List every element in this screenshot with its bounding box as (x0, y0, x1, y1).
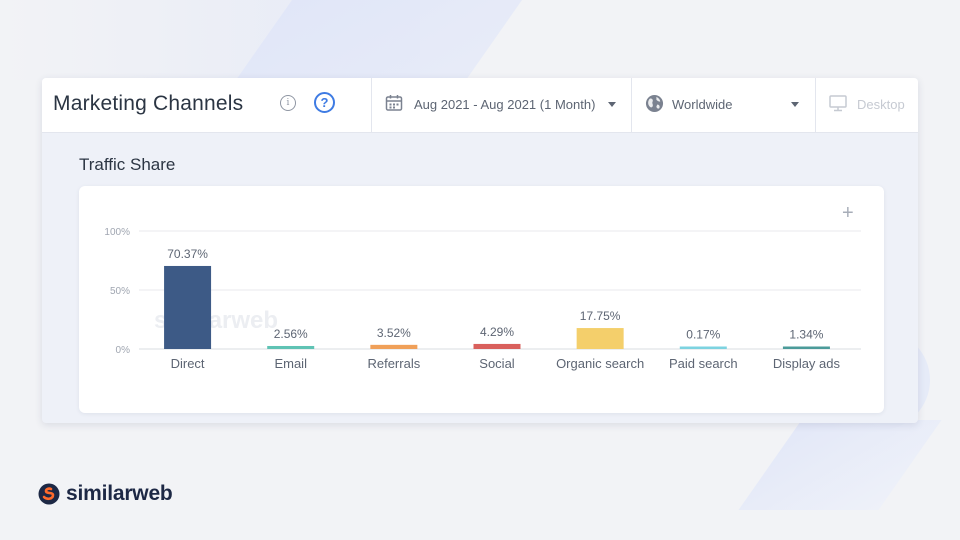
bar-paid-search (679, 346, 727, 349)
country-selector[interactable]: Worldwide (672, 97, 733, 112)
data-label: 3.52% (377, 326, 411, 340)
device-selector[interactable]: Desktop (857, 97, 905, 112)
data-label: 70.37% (167, 247, 208, 261)
bar-display-ads (782, 346, 830, 349)
bar-direct (164, 265, 212, 349)
data-label: 1.34% (789, 328, 823, 342)
x-tick-label: Direct (171, 356, 205, 371)
x-tick-label: Display ads (773, 356, 841, 371)
data-label: 2.56% (274, 327, 308, 341)
data-label: 17.75% (580, 309, 621, 323)
calendar-icon[interactable] (385, 94, 403, 112)
x-tick-label: Referrals (367, 356, 420, 371)
desktop-icon[interactable] (829, 95, 847, 112)
y-tick-label: 0% (116, 345, 131, 356)
bar-organic-search (576, 328, 624, 349)
chevron-down-icon[interactable] (608, 102, 616, 107)
header-divider (631, 78, 632, 132)
brand-logo: similarweb (38, 482, 173, 506)
y-tick-label: 100% (104, 227, 130, 238)
data-label: 0.17% (686, 328, 720, 342)
section-title: Traffic Share (79, 155, 176, 174)
globe-icon[interactable] (645, 94, 664, 113)
bar-referrals (370, 344, 418, 349)
page-title: Marketing Channels (53, 92, 244, 115)
marketing-channels-card: Marketing Channels i ? Aug 2021 - Aug 20… (42, 78, 918, 423)
y-tick-label: 50% (110, 286, 130, 297)
header-divider (371, 78, 372, 132)
date-range-selector[interactable]: Aug 2021 - Aug 2021 (1 Month) (414, 97, 596, 112)
chevron-down-icon[interactable] (791, 102, 799, 107)
bar-social (473, 343, 521, 349)
traffic-share-chart: + similarweb 100% 50% 0% 70.37% Direct 2.56% Em… (79, 186, 884, 413)
similarweb-logo-icon (38, 483, 60, 505)
x-tick-label: Organic search (556, 356, 644, 371)
info-icon[interactable]: i (280, 95, 296, 111)
card-header: Marketing Channels i ? Aug 2021 - Aug 20… (42, 78, 918, 133)
brand-name: similarweb (66, 482, 173, 505)
x-tick-label: Paid search (669, 356, 738, 371)
help-icon[interactable]: ? (314, 92, 335, 113)
x-tick-label: Social (479, 356, 515, 371)
background-shape (738, 420, 942, 510)
x-tick-label: Email (274, 356, 307, 371)
data-label: 4.29% (480, 325, 514, 339)
header-divider (815, 78, 816, 132)
bar-chart: similarweb100%50%0%70.37%Direct2.56%Emai… (104, 227, 861, 371)
plus-icon[interactable]: + (842, 202, 854, 224)
bar-email (267, 345, 315, 349)
